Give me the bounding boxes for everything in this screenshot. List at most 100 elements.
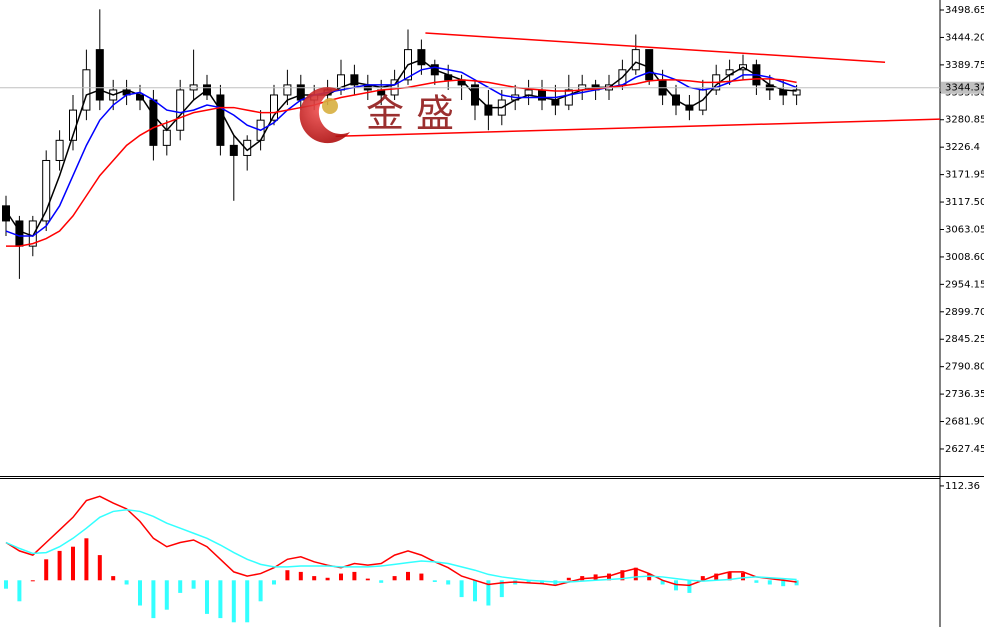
y-tick-label: 2627.45 [945, 444, 984, 455]
macd-bar [84, 538, 89, 581]
macd-bar [44, 559, 49, 581]
macd-bar [727, 571, 732, 581]
macd-bar [526, 580, 531, 583]
macd-bar [138, 580, 142, 606]
candle-body [149, 99, 158, 146]
macd-bar [473, 580, 477, 602]
macd-bar [191, 580, 196, 589]
candle-body [55, 139, 64, 161]
main-panel [0, 0, 940, 476]
macd-line [5, 508, 797, 583]
macd-bar [285, 570, 290, 581]
candle-body [631, 49, 640, 71]
candle-body [82, 69, 91, 111]
macd-bar [446, 580, 451, 585]
macd-bar [633, 567, 638, 581]
macd-bar [57, 550, 62, 581]
y-tick-label: 2954.15 [945, 279, 984, 290]
macd-bar [647, 573, 652, 581]
macd-bar [258, 580, 263, 602]
macd-bar [741, 572, 745, 581]
candle-body [216, 94, 225, 146]
candle-body [484, 104, 493, 116]
current-price-label: 3344.37 [945, 83, 984, 94]
macd-bar [312, 576, 317, 581]
macd-bar [71, 546, 75, 581]
macd-bar [459, 580, 464, 598]
candle-body [176, 89, 185, 131]
macd-bar [17, 580, 22, 602]
macd-bar [298, 571, 303, 581]
macd-bar [486, 580, 491, 606]
candle-body [15, 220, 24, 247]
y-tick-label: 3008.60 [945, 252, 984, 263]
macd-bar [674, 580, 678, 591]
macd-bar [218, 580, 223, 619]
candle-body [296, 84, 305, 101]
candle-body [95, 49, 104, 101]
candle-body [2, 205, 10, 222]
y-tick-label: 112.36 [945, 481, 980, 492]
candle-body [270, 94, 278, 121]
macd-bar [97, 555, 102, 581]
macd-bar [620, 570, 625, 581]
candle-body [792, 89, 801, 96]
y-tick-label: 3498.65 [945, 5, 984, 16]
macd-bar [205, 580, 209, 614]
macd-bar [781, 580, 786, 587]
macd-bar [272, 580, 276, 585]
macd-line [5, 495, 797, 587]
macd-bar [540, 580, 544, 584]
macd-bar [660, 580, 665, 585]
y-tick-label: 2899.70 [945, 307, 984, 318]
macd-bar [111, 576, 116, 581]
macd-bar [714, 573, 719, 581]
logo-crescent [299, 87, 350, 144]
macd-bar [231, 580, 236, 623]
y-tick-label: 3171.95 [945, 170, 984, 181]
y-tick-label: 2845.25 [945, 334, 984, 345]
macd-bar [607, 573, 611, 581]
watermark-text: 金 盛 [366, 92, 454, 136]
candle-body [42, 159, 51, 222]
macd-bar [392, 576, 397, 581]
macd-bar [30, 580, 35, 582]
candle-body [283, 84, 292, 96]
y-tick-label: 2736.35 [945, 389, 984, 400]
candle-body [417, 49, 426, 66]
macd-bar [754, 580, 759, 583]
macd-bar [124, 580, 129, 585]
trendline [425, 32, 886, 63]
current-price-box [941, 81, 984, 94]
macd-bar [339, 573, 343, 581]
macd-bar [164, 580, 169, 610]
candle-body [645, 49, 654, 81]
candle-body [229, 144, 238, 156]
macd-bar [151, 580, 156, 619]
candle-body [162, 129, 171, 146]
macd-bar [245, 580, 250, 623]
y-tick-label: 3444.20 [945, 32, 984, 43]
macd-bar [432, 580, 437, 582]
macd-bar [687, 580, 692, 593]
candle-body [564, 89, 573, 106]
macd-bar [178, 580, 183, 593]
y-tick-label: 3389.75 [945, 60, 984, 71]
macd-bar [566, 577, 571, 581]
macd-bar [419, 573, 424, 581]
macd-bar [379, 580, 384, 583]
y-tick-label: 3117.50 [945, 197, 984, 208]
macd-bar [499, 580, 504, 598]
macd-bar [4, 580, 8, 589]
candle-body [350, 74, 359, 86]
macd-bar [325, 577, 330, 581]
watermark-logo [299, 87, 350, 144]
y-tick-label: 3226.4 [945, 142, 980, 153]
y-tick-label: 3280.85 [945, 115, 984, 126]
y-tick-label: 2790.80 [945, 362, 984, 373]
moving-average [5, 66, 797, 237]
y-tick-label: 2681.90 [945, 417, 984, 428]
macd-bar [365, 578, 370, 581]
logo-dot [322, 98, 338, 114]
